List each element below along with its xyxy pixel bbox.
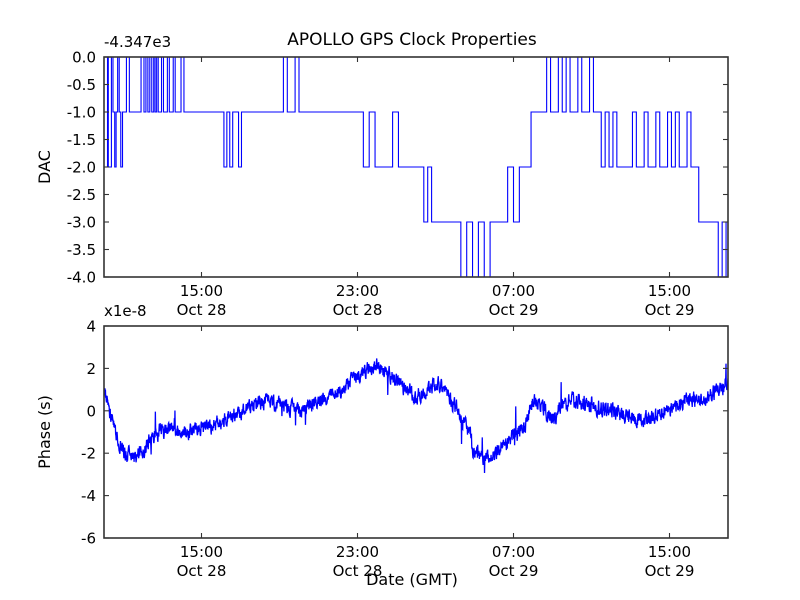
dac-offset-label: -4.347e3 [104, 33, 171, 51]
dac-step-line [104, 57, 728, 277]
x-tick-date-label: Oct 28 [177, 562, 227, 580]
y-tick-label: 4 [86, 318, 96, 336]
x-tick-time-label: 07:00 [492, 543, 535, 561]
dac-ytick-group: 0.0 -0.5 -1.0 -1.5 -2.0 -2.5 -3.0 -3.5 -4.0 [67, 49, 728, 287]
phase-axis-label: Phase (s) [35, 395, 54, 469]
y-tick-label: -4 [81, 487, 96, 505]
y-tick-label: -3.0 [67, 214, 96, 232]
x-tick-time-label: 23:00 [336, 282, 379, 300]
phase-series-group [104, 358, 728, 474]
x-tick-time-label: 23:00 [336, 543, 379, 561]
dac-series-group [104, 57, 728, 277]
y-tick-label: -2.5 [67, 186, 96, 204]
x-tick-time-label: 15:00 [648, 282, 691, 300]
y-tick-label: 0.0 [72, 49, 96, 67]
dac-panel: -4.347e3 0.0 -0.5 -1.0 -1.5 -2.0 -2.5 -3.0 -3.5… [35, 33, 729, 319]
x-tick-time-label: 07:00 [492, 282, 535, 300]
phase-offset-label: x1e-8 [104, 302, 147, 320]
page-title: APOLLO GPS Clock Properties [287, 30, 537, 50]
y-tick-label: -3.5 [67, 241, 96, 259]
phase-line [104, 358, 728, 474]
x-tick-date-label: Oct 28 [333, 562, 383, 580]
x-tick-date-label: Oct 28 [333, 301, 383, 319]
x-tick-time-label: 15:00 [180, 543, 223, 561]
y-tick-label: -2 [81, 445, 96, 463]
x-tick-time-label: 15:00 [180, 282, 223, 300]
y-tick-label: 0 [86, 402, 96, 420]
x-tick-date-label: Oct 29 [645, 301, 695, 319]
y-tick-label: -4.0 [67, 269, 96, 287]
y-tick-label: -1.0 [67, 104, 96, 122]
y-tick-label: -2.0 [67, 159, 96, 177]
x-tick-time-label: 15:00 [648, 543, 691, 561]
x-axis-label: Date (GMT) [366, 570, 458, 589]
dac-axis-label: DAC [35, 150, 54, 184]
x-tick-date-label: Oct 29 [489, 562, 539, 580]
y-tick-label: 2 [86, 360, 96, 378]
x-tick-date-label: Oct 29 [489, 301, 539, 319]
y-tick-label: -6 [81, 530, 96, 548]
y-tick-label: -1.5 [67, 131, 96, 149]
phase-axes-frame [103, 325, 729, 539]
y-tick-label: -0.5 [67, 76, 96, 94]
x-tick-date-label: Oct 29 [645, 562, 695, 580]
phase-ytick-group: 4 2 0 -2 -4 -6 [81, 318, 728, 548]
x-tick-date-label: Oct 28 [177, 301, 227, 319]
